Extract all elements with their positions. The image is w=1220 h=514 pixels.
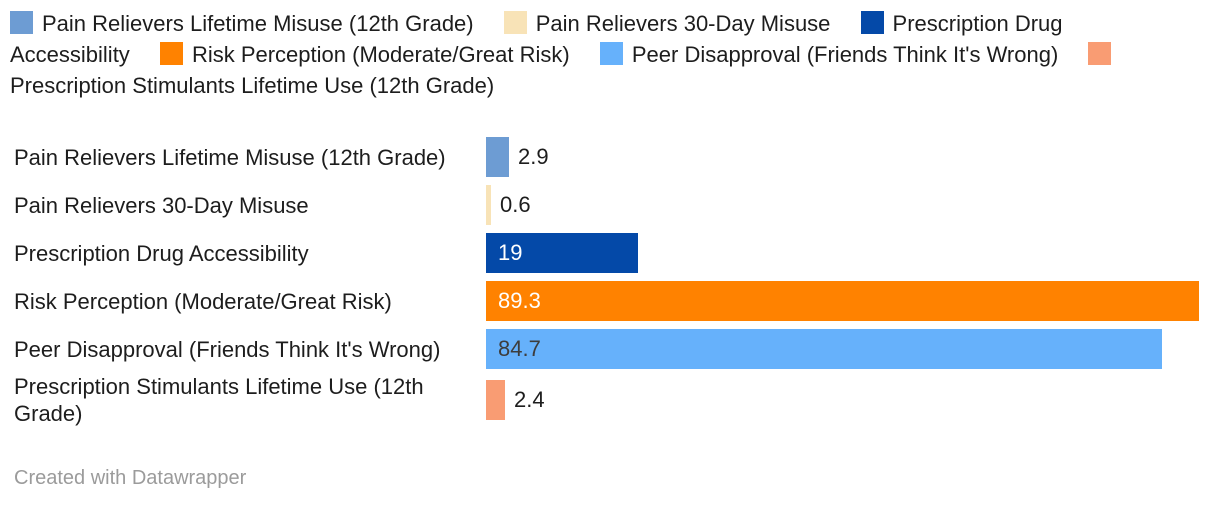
legend-item: Pain Relievers Lifetime Misuse (12th Gra… <box>10 11 474 36</box>
legend-label: Pain Relievers 30-Day Misuse <box>535 11 831 36</box>
legend-label: Peer Disapproval (Friends Think It's Wro… <box>631 42 1059 67</box>
bar-area: 2.4 <box>486 380 1220 420</box>
bar-area: 19 <box>486 233 1220 273</box>
chart-footer: Created with Datawrapper <box>14 467 1220 490</box>
legend-item: Prescription Stimulants Lifetime Use (12… <box>10 42 1120 98</box>
bar-row: Prescription Stimulants Lifetime Use (12… <box>0 373 1220 427</box>
bar: 84.7 <box>486 329 1162 369</box>
legend-swatch-icon <box>1088 42 1112 65</box>
legend-swatch-icon <box>503 11 527 34</box>
bar-area: 89.3 <box>486 281 1220 321</box>
category-label: Peer Disapproval (Friends Think It's Wro… <box>14 336 441 362</box>
bar-row: Peer Disapproval (Friends Think It's Wro… <box>0 325 1220 373</box>
legend-swatch-icon <box>599 42 623 65</box>
credit-text: Created with Datawrapper <box>14 467 247 489</box>
bar <box>486 137 509 177</box>
legend-item: Prescription Drug Accessibility <box>10 11 1063 67</box>
category-label: Prescription Stimulants Lifetime Use (12… <box>14 374 424 426</box>
legend-label: Pain Relievers Lifetime Misuse (12th Gra… <box>42 11 474 36</box>
legend-swatch-icon <box>159 42 183 65</box>
bar: 19 <box>486 233 638 273</box>
bar-row: Pain Relievers Lifetime Misuse (12th Gra… <box>0 133 1220 181</box>
value-label: 89.3 <box>498 288 541 313</box>
bar-row: Pain Relievers 30-Day Misuse 0.6 <box>0 181 1220 229</box>
bar: 89.3 <box>486 281 1199 321</box>
legend-swatch-icon <box>860 11 884 34</box>
value-label: 84.7 <box>498 336 541 361</box>
bar-row: Prescription Drug Accessibility 19 <box>0 229 1220 277</box>
chart-legend: Pain Relievers Lifetime Misuse (12th Gra… <box>0 0 1150 101</box>
legend-item: Pain Relievers 30-Day Misuse <box>503 11 831 36</box>
value-label: 0.6 <box>500 192 531 217</box>
category-label: Prescription Drug Accessibility <box>14 240 309 266</box>
value-label: 2.9 <box>518 144 549 169</box>
legend-label: Prescription Stimulants Lifetime Use (12… <box>10 73 495 98</box>
bar <box>486 185 491 225</box>
bar-area: 2.9 <box>486 137 1220 177</box>
legend-label: Risk Perception (Moderate/Great Risk) <box>191 42 570 67</box>
bar-area: 84.7 <box>486 329 1220 369</box>
category-label: Risk Perception (Moderate/Great Risk) <box>14 288 392 314</box>
bar-row: Risk Perception (Moderate/Great Risk) 89.… <box>0 277 1220 325</box>
bar-area: 0.6 <box>486 185 1220 225</box>
legend-item: Peer Disapproval (Friends Think It's Wro… <box>599 42 1059 67</box>
legend-swatch-icon <box>10 11 33 34</box>
value-label: 2.4 <box>514 387 545 412</box>
bar <box>486 380 505 420</box>
value-label: 19 <box>498 240 523 265</box>
category-label: Pain Relievers Lifetime Misuse (12th Gra… <box>14 144 446 170</box>
legend-item: Risk Perception (Moderate/Great Risk) <box>159 42 570 67</box>
bar-rows: Pain Relievers Lifetime Misuse (12th Gra… <box>0 133 1220 427</box>
category-label: Pain Relievers 30-Day Misuse <box>14 192 309 218</box>
legend-label: Prescription Drug Accessibility <box>10 11 1063 67</box>
